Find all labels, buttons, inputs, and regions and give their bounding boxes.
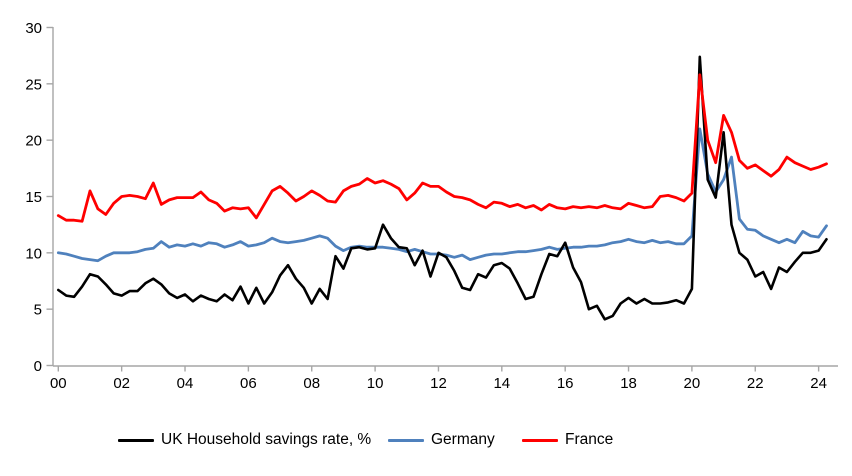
y-tick-label: 0 [34,358,42,375]
legend-label-uk: UK Household savings rate, % [161,431,372,448]
y-tick-label: 5 [34,302,42,319]
y-tick-label: 30 [25,20,42,37]
x-tick-label: 20 [684,375,701,392]
x-tick-label: 02 [113,375,130,392]
x-tick-label: 06 [240,375,257,392]
legend-label-germany: Germany [431,431,495,448]
x-tick-label: 12 [430,375,447,392]
x-tick-label: 16 [557,375,574,392]
savings-chart: 0 5 10 15 20 25 30 00 02 04 06 08 10 12 14 16 18 20 22 24 [25,20,838,392]
chart-area: 0 5 10 15 20 25 30 00 02 04 06 08 10 12 14 16 18 20 22 24 [25,20,838,392]
y-tick-label: 10 [25,245,42,262]
legend-label-france: France [565,431,614,448]
legend-line-uk-icon [118,438,154,442]
x-tick-label: 14 [493,375,510,392]
legend-item-uk: UK Household savings rate, % [118,424,371,456]
x-tick-label: 04 [177,375,194,392]
x-tick-label: 22 [747,375,764,392]
x-tick-label: 24 [810,375,827,392]
legend-item-france: France [522,424,613,456]
legend-line-france-icon [522,438,558,442]
y-tick-label: 25 [25,76,42,93]
chart-legend: UK Household savings rate, % Germany Fra… [0,424,852,456]
series-line-france [56,73,828,223]
legend-line-germany-icon [388,438,424,442]
x-tick-label: 08 [303,375,320,392]
x-tick-label: 00 [50,375,67,392]
y-tick-label: 15 [25,189,42,206]
x-tick-label: 18 [620,375,637,392]
x-tick-label: 10 [367,375,384,392]
legend-item-germany: Germany [388,424,495,456]
y-tick-label: 20 [25,133,42,150]
